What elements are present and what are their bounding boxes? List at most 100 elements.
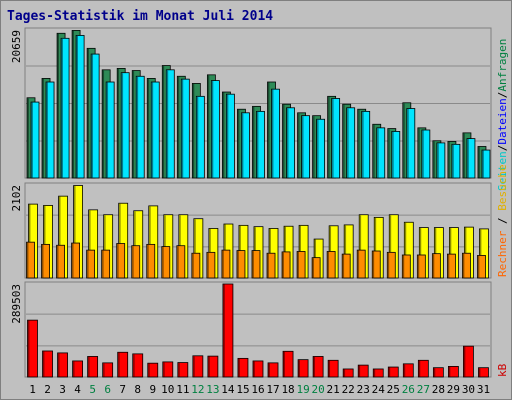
bar-dateien-day-24 (376, 127, 386, 179)
bar-rechner-day-30-body (462, 252, 471, 279)
bar-dateien-day-20-body (316, 118, 326, 179)
bar-dateien-day-26-shade (407, 109, 409, 178)
bar-rechner-day-5 (86, 249, 96, 279)
bar-seiten-day-6-shade (104, 215, 106, 278)
bar-anfragen-day-24-shade (373, 124, 375, 178)
bar-rechner-day-3-shade (57, 245, 59, 278)
bar-anfragen-day-28-shade (433, 141, 435, 178)
bar-anfragen-day-3-shade (57, 33, 59, 178)
x-tick-label-day-10: 10 (161, 383, 174, 396)
bar-dateien-day-19 (301, 115, 310, 179)
bar-kb-day-9-body (147, 362, 159, 378)
bar-rechner-day-26-shade (402, 255, 405, 278)
bar-dateien-day-10-shade (166, 70, 169, 178)
bar-kb-day-23 (357, 364, 369, 378)
bar-dateien-day-5-shade (91, 54, 94, 178)
bar-anfragen-day-26-shade (403, 103, 405, 178)
bar-kb-day-14-body (222, 283, 234, 378)
bar-kb-day-1-body (27, 319, 38, 378)
bar-kb-day-30-body (463, 345, 474, 378)
bar-kb-day-15 (237, 357, 249, 378)
bar-dateien-day-21 (331, 98, 341, 179)
bar-rechner-day-24-body (371, 250, 381, 279)
bar-dateien-day-12-shade (196, 96, 199, 178)
bar-kb-day-8-body (132, 353, 144, 378)
x-tick-label-day-1: 1 (29, 383, 36, 396)
bar-dateien-day-14 (226, 93, 235, 179)
bar-rechner-day-29-body (447, 253, 456, 279)
bar-dateien-day-24-shade (377, 128, 379, 178)
bar-kb-day-24-shade (373, 369, 376, 377)
bar-rechner-day-12-body (191, 252, 201, 279)
bar-rechner-day-4-body (71, 242, 80, 279)
bar-rechner-day-1 (26, 241, 35, 279)
bar-anfragen-day-1-shade (27, 98, 29, 178)
bar-kb-day-25 (387, 366, 399, 378)
bar-kb-day-2 (42, 350, 53, 378)
bar-rechner-day-7 (116, 243, 126, 279)
bar-rechner-day-3-body (56, 244, 65, 279)
bar-seiten-day-24-shade (374, 217, 377, 278)
y-axis-max-label-panel-3: 289503 (10, 284, 23, 324)
bar-seiten-day-4-shade (74, 186, 76, 278)
bar-dateien-day-31 (481, 149, 491, 179)
bar-rechner-day-29-shade (447, 254, 450, 278)
bar-kb-day-25-body (387, 366, 399, 378)
bar-kb-day-7 (117, 351, 129, 378)
bar-rechner-day-17-body (266, 252, 276, 279)
bar-kb-day-11-body (177, 362, 189, 378)
bar-kb-day-13 (207, 355, 219, 378)
bar-rechner-day-5-shade (87, 250, 89, 278)
bar-seiten-day-29-shade (449, 228, 452, 278)
x-tick-label-day-17: 17 (266, 383, 279, 396)
bar-rechner-day-17-shade (267, 253, 269, 278)
bar-rechner-day-1-shade (27, 242, 29, 278)
x-tick-label-day-11: 11 (176, 383, 189, 396)
bar-dateien-day-7-body (120, 72, 130, 179)
bar-kb-day-3 (57, 352, 68, 378)
bar-kb-day-21-body (327, 359, 339, 378)
bar-rechner-day-25-body (386, 251, 396, 279)
x-tick-label-day-3: 3 (59, 383, 66, 396)
bar-dateien-day-10 (165, 69, 175, 179)
bar-dateien-day-1 (30, 101, 40, 179)
bar-rechner-day-20-body (311, 257, 321, 279)
bar-rechner-day-23-shade (357, 250, 360, 278)
bar-dateien-day-12 (195, 95, 205, 179)
bar-kb-day-12 (192, 355, 204, 378)
bar-kb-day-31 (478, 367, 489, 378)
bar-dateien-day-31-body (481, 149, 491, 179)
legend-kb: kB (496, 363, 509, 377)
bar-dateien-day-22 (346, 107, 356, 179)
bar-kb-day-26-shade (403, 364, 406, 377)
bar-kb-day-7-shade (118, 352, 120, 377)
bar-kb-day-17-shade (268, 363, 270, 377)
bar-rechner-day-6 (101, 249, 111, 279)
x-tick-label-day-4: 4 (74, 383, 81, 396)
bar-dateien-day-13 (210, 80, 220, 179)
bar-rechner-day-12 (191, 252, 201, 279)
bar-dateien-day-22-shade (347, 108, 349, 178)
bar-kb-day-23-shade (358, 365, 361, 377)
bar-kb-day-6-body (102, 362, 114, 378)
bar-rechner-day-25 (386, 251, 396, 279)
legend-besuche: Besuche (496, 164, 509, 210)
bar-rechner-day-10-body (161, 246, 171, 279)
bar-dateien-day-2-body (45, 81, 55, 179)
bar-anfragen-day-12-shade (192, 83, 195, 178)
bar-dateien-day-21-shade (332, 98, 334, 178)
bar-kb-day-28 (432, 367, 444, 378)
bar-rechner-day-21 (326, 251, 336, 279)
bar-rechner-day-13 (206, 251, 216, 279)
bar-seiten-day-26-shade (404, 222, 407, 278)
bar-kb-day-5-body (87, 356, 99, 378)
bar-kb-day-5-shade (88, 356, 90, 377)
x-tick-label-day-7: 7 (119, 383, 126, 396)
bar-seiten-day-8-shade (134, 211, 136, 278)
bar-kb-day-15-body (237, 357, 249, 378)
bar-rechner-day-10 (161, 246, 171, 279)
bar-kb-day-31-shade (478, 368, 481, 377)
x-tick-label-day-18: 18 (281, 383, 294, 396)
legend-separator: / (496, 145, 509, 152)
